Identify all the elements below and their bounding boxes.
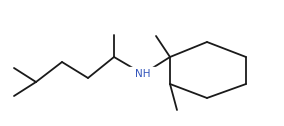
Text: NH: NH: [135, 69, 151, 79]
